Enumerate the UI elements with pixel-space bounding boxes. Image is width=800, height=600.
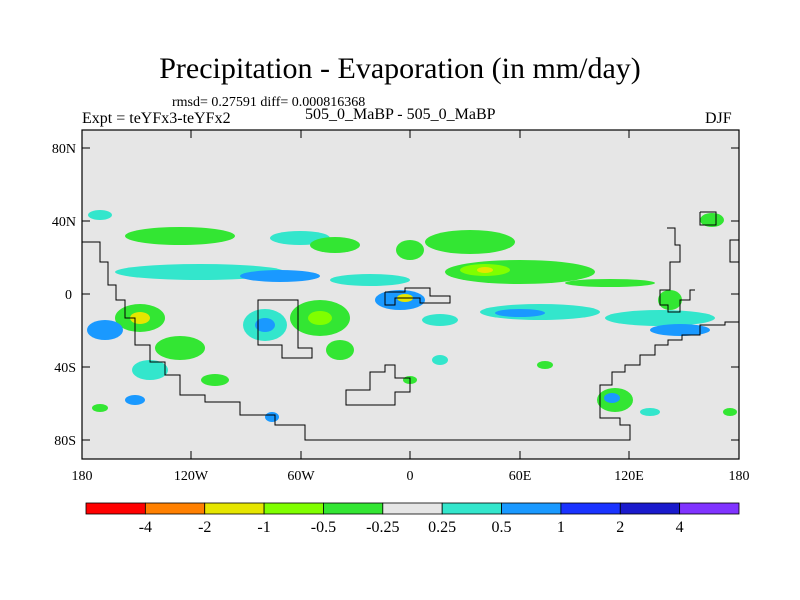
coastline-island [345,364,411,406]
colorbar-swatch [382,502,443,515]
coastline-northeast [729,239,739,263]
contour-region [422,314,458,326]
colorbar-label: -1 [257,519,270,536]
contour-region [565,279,655,287]
colorbar-swatch [501,502,562,515]
contour-region [425,230,515,254]
coastline-asia [659,227,695,313]
colorbar-label: 0.25 [428,519,456,536]
lon-ticks [81,130,740,459]
coastline-africa [384,287,451,306]
lon-tick-label: 0 [407,469,414,484]
contour-region [640,408,660,416]
contour-region [605,310,715,326]
colorbar-label: 2 [616,519,624,536]
colorbar-swatch [204,502,265,515]
rmsd-diff-stats: rmsd= 0.27591 diff= 0.000816368 [172,95,366,110]
contour-region [240,270,320,282]
lon-tick-label: 60W [287,469,315,484]
contour-region [255,318,275,332]
contour-region [87,320,123,340]
contour-fills [87,210,737,422]
contour-region [132,360,168,380]
season-label: DJF [705,110,732,127]
lat-tick-label: 80S [54,434,76,449]
colorbar: -4 -2 -1 -0.5 -0.25 0.25 0.5 1 2 4 [85,502,740,536]
contour-region [326,340,354,360]
colorbar-swatch [85,502,146,515]
contour-region [92,404,108,412]
lat-tick-label: 40N [52,215,76,230]
colorbar-swatch [619,502,681,515]
coastline-japan [699,211,717,226]
contour-region [537,361,553,369]
lat-tick-label: 40S [54,361,76,376]
contour-region [330,274,410,286]
colorbar-label: -0.5 [311,519,336,536]
experiment-label: Expt = teYFx3-teYFx2 [82,110,231,127]
colorbar-swatch [679,502,740,515]
coastline-east [599,321,739,419]
lon-tick-label: 60E [509,469,532,484]
contour-region [723,408,737,416]
colorbar-label: -2 [198,519,211,536]
colorbar-label: 1 [557,519,565,536]
contour-region [125,395,145,405]
colorbar-label: -4 [139,519,152,536]
colorbar-swatch [144,502,206,515]
contour-region [477,267,493,273]
case-label: 505_0_MaBP - 505_0_MaBP [305,106,496,123]
colorbar-label: 4 [676,519,684,536]
contour-region [125,227,235,245]
contour-region [201,374,229,386]
colorbar-swatch [263,502,324,515]
contour-region [155,336,205,360]
coastline-south-america [257,299,313,359]
contour-region [265,412,279,422]
contour-region [432,355,448,365]
contour-region [700,213,724,227]
lon-tick-label: 180 [72,469,93,484]
lon-tick-label: 120W [174,469,209,484]
contour-region [308,311,332,325]
lon-tick-label: 180 [729,469,750,484]
contour-region [658,290,682,310]
contour-region [88,210,112,220]
lat-tick-label: 0 [65,288,72,303]
colorbar-swatch [441,502,502,515]
contour-region [495,309,545,317]
contour-region [650,324,710,336]
contour-region [604,393,620,403]
lon-tick-label: 120E [614,469,644,484]
coastline-west [82,241,631,441]
colorbar-label: 0.5 [492,519,512,536]
colorbar-swatch [560,502,621,515]
lat-tick-label: 80N [52,142,76,157]
contour-region [396,240,424,260]
page-title: Precipitation - Evaporation (in mm/day) [159,52,641,85]
coastlines [82,211,739,441]
colorbar-label: -0.25 [366,519,399,536]
lat-ticks [82,147,739,441]
colorbar-swatch [323,502,384,515]
contour-region [310,237,360,253]
